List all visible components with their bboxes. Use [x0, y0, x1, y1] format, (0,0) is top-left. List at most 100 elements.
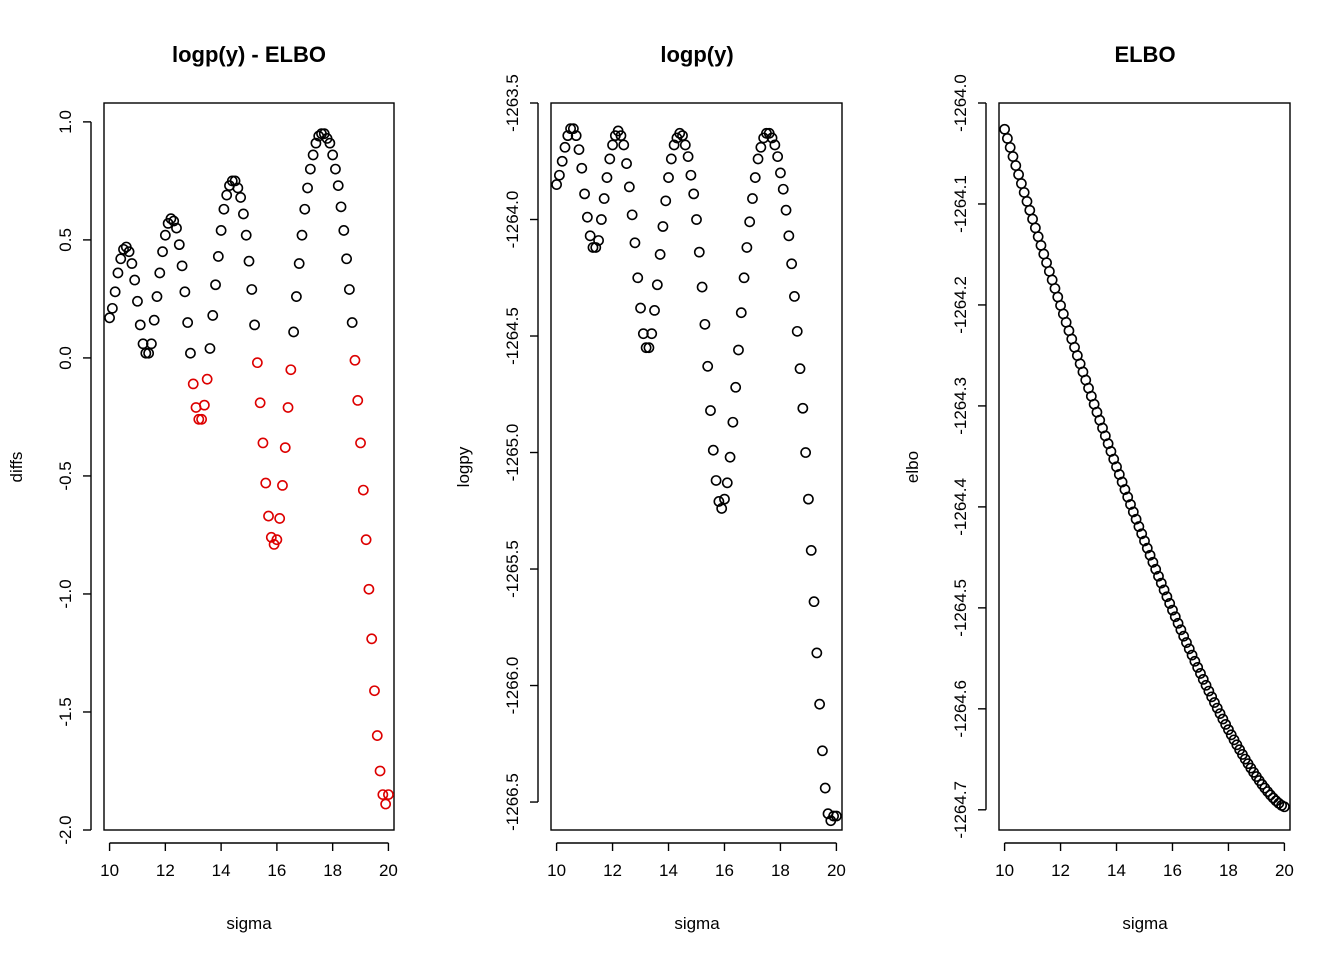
data-point: [1001, 132, 1013, 144]
data-point: [682, 151, 694, 162]
data-point: [556, 155, 568, 167]
data-point: [282, 402, 294, 413]
data-point: [817, 745, 828, 757]
data-point: [1038, 248, 1050, 260]
data-point: [299, 203, 311, 215]
data-point: [789, 291, 800, 302]
data-point: [146, 338, 157, 350]
data-point: [277, 479, 288, 491]
data-point: [285, 364, 297, 376]
data-point: [338, 225, 350, 236]
data-point: [553, 169, 565, 181]
data-point: [623, 181, 635, 193]
data-point: [775, 167, 786, 179]
data-point: [744, 216, 756, 228]
data-point: [677, 130, 688, 142]
data-point: [123, 246, 135, 258]
data-point: [1161, 591, 1173, 603]
data-point: [1013, 169, 1024, 180]
data-point: [730, 381, 742, 393]
data-point: [1119, 484, 1131, 495]
data-point: [570, 130, 582, 142]
data-point: [173, 239, 185, 251]
data-point: [1141, 542, 1153, 554]
data-point: [573, 144, 585, 156]
data-point: [604, 153, 616, 165]
plot-frame: [998, 102, 1291, 831]
data-point: [1186, 649, 1198, 661]
data-point: [240, 229, 252, 241]
data-point: [657, 221, 669, 232]
data-point: [1021, 195, 1033, 207]
data-point: [1197, 673, 1209, 685]
y-axis-label: logpy: [454, 446, 473, 487]
data-point: [581, 211, 593, 223]
x-tick-label: 18: [771, 861, 790, 880]
data-point: [363, 583, 375, 595]
data-point: [702, 360, 714, 372]
y-axis-label: elbo: [903, 451, 922, 483]
data-point: [691, 214, 702, 225]
data-point: [783, 230, 795, 242]
data-point: [109, 286, 121, 298]
data-point: [1032, 231, 1044, 243]
x-tick-label: 18: [1219, 861, 1238, 880]
data-point: [324, 137, 336, 149]
data-point: [1192, 661, 1204, 673]
data-point: [346, 317, 358, 328]
data-point: [176, 260, 188, 272]
data-point: [584, 230, 596, 242]
data-point: [201, 373, 213, 385]
data-point: [1127, 506, 1139, 518]
data-point: [999, 123, 1010, 135]
data-point: [335, 201, 347, 213]
data-point: [705, 405, 716, 416]
data-point: [207, 310, 219, 321]
data-point: [777, 183, 789, 195]
data-point: [1004, 142, 1016, 153]
data-point: [1217, 713, 1229, 725]
data-point: [551, 179, 562, 190]
data-point: [1178, 630, 1190, 642]
x-tick-label: 14: [659, 861, 678, 880]
data-point: [380, 798, 392, 810]
x-tick-label: 12: [603, 861, 622, 880]
data-point: [187, 378, 199, 390]
data-point: [330, 163, 341, 175]
data-point: [1158, 584, 1170, 596]
x-tick-label: 18: [323, 861, 342, 880]
y-axis-label: diffs: [7, 452, 26, 483]
data-point: [1147, 556, 1159, 568]
data-point: [1220, 718, 1232, 730]
data-point: [1172, 617, 1184, 629]
data-point: [360, 534, 372, 546]
data-point: [341, 253, 352, 265]
data-point: [794, 363, 806, 375]
data-point: [232, 182, 244, 194]
data-point: [814, 698, 826, 710]
data-point: [257, 437, 269, 449]
data-point: [279, 442, 291, 454]
data-point: [374, 765, 386, 777]
panel-elbo: ELBO sigma elbo 10 12 14 16 18 20 -1264.0 -1264…: [903, 42, 1294, 933]
data-point: [1139, 535, 1150, 547]
data-point: [291, 291, 302, 302]
data-point: [212, 251, 224, 262]
data-point: [626, 209, 638, 221]
data-point: [1133, 521, 1145, 532]
data-point: [738, 272, 750, 284]
data-point: [1010, 160, 1022, 171]
data-point: [204, 343, 216, 354]
data-point: [741, 242, 753, 253]
data-point: [1029, 222, 1041, 234]
data-point: [366, 633, 378, 645]
data-point: [1155, 577, 1167, 589]
plot-frame: [103, 102, 395, 831]
y-tick-label: -1264.7: [951, 781, 970, 839]
data-point: [1195, 668, 1206, 679]
data-point: [649, 304, 660, 316]
y-tick-label: -1265.5: [503, 540, 522, 598]
data-point: [151, 291, 163, 302]
data-point: [719, 493, 730, 505]
